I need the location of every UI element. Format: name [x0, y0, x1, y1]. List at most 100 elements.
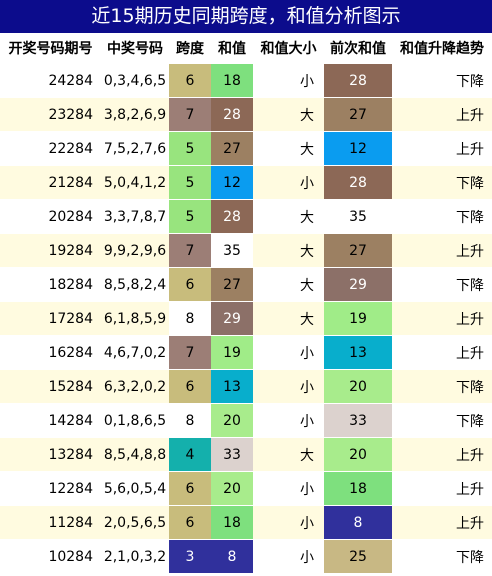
cell-span: 5 — [169, 199, 211, 234]
analysis-table: 开奖号码期号 中奖号码 跨度 和值 和值大小 前次和值 和值升降趋势 24284… — [0, 33, 492, 574]
cell-period: 22284 — [0, 131, 101, 166]
cell-sum-size: 小 — [253, 63, 324, 98]
table-row: 18284 8,5,8,2,4 6 27 大 29 下降 — [0, 267, 492, 302]
cell-period: 12284 — [0, 471, 101, 506]
header-span: 跨度 — [169, 33, 211, 64]
cell-period: 23284 — [0, 97, 101, 132]
table-row: 23284 3,8,2,6,9 7 28 大 27 上升 — [0, 97, 492, 132]
cell-period: 18284 — [0, 267, 101, 302]
cell-trend: 下降 — [392, 267, 492, 302]
header-trend: 和值升降趋势 — [392, 33, 492, 64]
cell-sum: 27 — [211, 131, 253, 166]
cell-sum-size: 小 — [253, 335, 324, 370]
table-row: 15284 6,3,2,0,2 6 13 小 20 下降 — [0, 369, 492, 404]
cell-span: 6 — [169, 63, 211, 98]
cell-sum-size: 大 — [253, 233, 324, 268]
cell-span: 5 — [169, 131, 211, 166]
cell-span: 8 — [169, 403, 211, 438]
cell-sum-size: 大 — [253, 199, 324, 234]
cell-prev-sum: 20 — [324, 369, 392, 404]
cell-period: 16284 — [0, 335, 101, 370]
cell-sum: 28 — [211, 199, 253, 234]
cell-prev-sum: 27 — [324, 97, 392, 132]
table-row: 21284 5,0,4,1,2 5 12 小 28 下降 — [0, 165, 492, 200]
cell-trend: 下降 — [392, 539, 492, 574]
cell-trend: 上升 — [392, 437, 492, 472]
cell-period: 21284 — [0, 165, 101, 200]
table-row: 12284 5,6,0,5,4 6 20 小 18 上升 — [0, 471, 492, 506]
cell-sum: 18 — [211, 63, 253, 98]
cell-span: 4 — [169, 437, 211, 472]
cell-sum: 19 — [211, 335, 253, 370]
header-period: 开奖号码期号 — [0, 33, 101, 64]
table-row: 24284 0,3,4,6,5 6 18 小 28 下降 — [0, 63, 492, 98]
cell-period: 17284 — [0, 301, 101, 336]
cell-trend: 上升 — [392, 131, 492, 166]
cell-sum: 29 — [211, 301, 253, 336]
cell-trend: 下降 — [392, 369, 492, 404]
header-prev-sum: 前次和值 — [324, 33, 392, 64]
cell-prev-sum: 28 — [324, 165, 392, 200]
cell-span: 6 — [169, 505, 211, 540]
cell-sum-size: 大 — [253, 437, 324, 472]
cell-trend: 上升 — [392, 471, 492, 506]
table-body: 24284 0,3,4,6,5 6 18 小 28 下降 23284 3,8,2,6,9 7 28 大… — [0, 63, 492, 574]
cell-sum-size: 小 — [253, 505, 324, 540]
cell-prev-sum: 25 — [324, 539, 392, 574]
header-numbers: 中奖号码 — [101, 33, 169, 64]
cell-sum-size: 小 — [253, 403, 324, 438]
cell-sum-size: 大 — [253, 301, 324, 336]
cell-prev-sum: 20 — [324, 437, 392, 472]
cell-numbers: 6,3,2,0,2 — [101, 369, 169, 404]
table-row: 14284 0,1,8,6,5 8 20 小 33 下降 — [0, 403, 492, 438]
cell-prev-sum: 19 — [324, 301, 392, 336]
cell-numbers: 9,9,2,9,6 — [101, 233, 169, 268]
cell-prev-sum: 33 — [324, 403, 392, 438]
cell-numbers: 2,1,0,3,2 — [101, 539, 169, 574]
table-row: 22284 7,5,2,7,6 5 27 大 12 上升 — [0, 131, 492, 166]
header-sum-size: 和值大小 — [253, 33, 324, 64]
cell-span: 8 — [169, 301, 211, 336]
cell-sum: 33 — [211, 437, 253, 472]
cell-prev-sum: 27 — [324, 233, 392, 268]
cell-sum-size: 小 — [253, 539, 324, 574]
cell-span: 6 — [169, 267, 211, 302]
header-sum: 和值 — [211, 33, 253, 64]
cell-span: 7 — [169, 335, 211, 370]
cell-trend: 上升 — [392, 97, 492, 132]
cell-numbers: 6,1,8,5,9 — [101, 301, 169, 336]
cell-numbers: 2,0,5,6,5 — [101, 505, 169, 540]
cell-span: 6 — [169, 369, 211, 404]
cell-numbers: 0,3,4,6,5 — [101, 63, 169, 98]
table-row: 13284 8,5,4,8,8 4 33 大 20 上升 — [0, 437, 492, 472]
cell-numbers: 5,0,4,1,2 — [101, 165, 169, 200]
cell-span: 5 — [169, 165, 211, 200]
cell-sum: 18 — [211, 505, 253, 540]
cell-sum: 20 — [211, 471, 253, 506]
cell-sum-size: 大 — [253, 131, 324, 166]
cell-prev-sum: 13 — [324, 335, 392, 370]
cell-sum: 28 — [211, 97, 253, 132]
cell-trend: 上升 — [392, 505, 492, 540]
cell-sum-size: 大 — [253, 97, 324, 132]
cell-sum-size: 小 — [253, 471, 324, 506]
table-header-row: 开奖号码期号 中奖号码 跨度 和值 和值大小 前次和值 和值升降趋势 — [0, 33, 492, 64]
cell-numbers: 3,3,7,8,7 — [101, 199, 169, 234]
cell-prev-sum: 29 — [324, 267, 392, 302]
cell-sum: 35 — [211, 233, 253, 268]
cell-trend: 下降 — [392, 199, 492, 234]
cell-sum: 20 — [211, 403, 253, 438]
cell-trend: 上升 — [392, 233, 492, 268]
cell-prev-sum: 12 — [324, 131, 392, 166]
cell-period: 15284 — [0, 369, 101, 404]
cell-trend: 上升 — [392, 301, 492, 336]
cell-period: 11284 — [0, 505, 101, 540]
cell-trend: 下降 — [392, 63, 492, 98]
cell-trend: 下降 — [392, 403, 492, 438]
cell-period: 10284 — [0, 539, 101, 574]
cell-period: 14284 — [0, 403, 101, 438]
table-row: 19284 9,9,2,9,6 7 35 大 27 上升 — [0, 233, 492, 268]
cell-span: 7 — [169, 97, 211, 132]
cell-numbers: 3,8,2,6,9 — [101, 97, 169, 132]
cell-sum-size: 小 — [253, 369, 324, 404]
